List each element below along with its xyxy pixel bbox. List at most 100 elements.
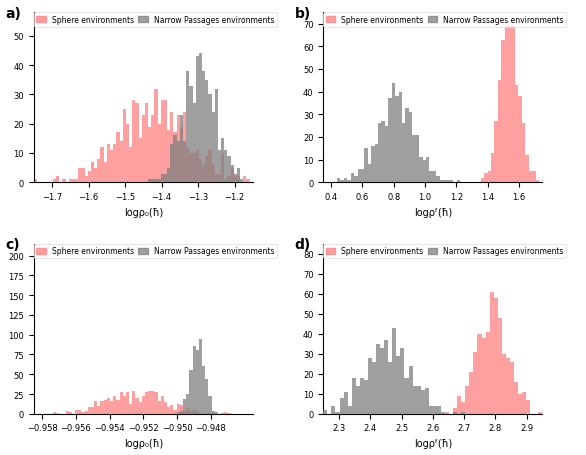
- Bar: [457, 181, 460, 183]
- Bar: [199, 54, 202, 183]
- Bar: [193, 346, 196, 414]
- Bar: [100, 148, 104, 183]
- Bar: [350, 174, 354, 183]
- Text: a): a): [5, 6, 21, 20]
- Bar: [335, 412, 339, 414]
- Bar: [227, 413, 231, 414]
- Bar: [193, 409, 196, 414]
- Legend: Sphere environments, Narrow Passages environments: Sphere environments, Narrow Passages env…: [323, 13, 567, 28]
- Bar: [205, 157, 209, 183]
- Bar: [173, 410, 176, 414]
- Bar: [110, 151, 113, 183]
- Bar: [171, 145, 173, 183]
- Bar: [501, 40, 505, 183]
- Bar: [104, 400, 107, 414]
- Bar: [415, 136, 419, 183]
- Bar: [512, 27, 515, 183]
- Bar: [425, 388, 429, 414]
- Bar: [72, 180, 75, 183]
- Bar: [176, 142, 180, 183]
- Bar: [519, 97, 522, 183]
- Bar: [421, 390, 425, 414]
- Bar: [224, 180, 227, 183]
- Bar: [385, 126, 389, 183]
- Bar: [158, 401, 161, 414]
- Bar: [212, 165, 214, 183]
- Bar: [457, 396, 461, 414]
- Bar: [426, 158, 430, 183]
- Bar: [433, 172, 436, 183]
- Bar: [193, 154, 196, 183]
- Bar: [202, 72, 205, 183]
- Bar: [145, 104, 148, 183]
- Bar: [180, 116, 183, 183]
- Bar: [400, 348, 404, 414]
- Bar: [176, 404, 180, 414]
- Bar: [120, 142, 122, 183]
- Bar: [183, 142, 186, 183]
- Bar: [347, 406, 352, 414]
- Bar: [221, 154, 224, 183]
- Bar: [413, 136, 415, 183]
- Bar: [388, 362, 392, 414]
- Bar: [495, 122, 498, 183]
- Bar: [180, 127, 183, 183]
- Bar: [227, 177, 231, 183]
- Bar: [138, 139, 142, 183]
- Bar: [151, 180, 155, 183]
- Bar: [196, 350, 199, 414]
- Bar: [227, 157, 231, 183]
- X-axis label: logρ₀(ħ): logρ₀(ħ): [124, 438, 163, 448]
- Bar: [484, 174, 488, 183]
- Bar: [214, 174, 218, 183]
- Bar: [126, 392, 129, 414]
- Bar: [202, 366, 205, 414]
- Bar: [395, 97, 398, 183]
- Bar: [142, 116, 145, 183]
- Bar: [218, 174, 221, 183]
- Bar: [148, 391, 151, 414]
- Bar: [378, 124, 381, 183]
- Bar: [62, 180, 66, 183]
- Bar: [161, 396, 164, 414]
- X-axis label: logρ₀(ħ): logρ₀(ħ): [124, 207, 163, 217]
- Bar: [221, 413, 224, 414]
- Bar: [482, 338, 486, 414]
- Bar: [447, 181, 450, 183]
- Bar: [445, 412, 449, 414]
- Bar: [97, 406, 100, 414]
- Bar: [347, 181, 350, 183]
- Bar: [205, 379, 209, 414]
- Bar: [429, 406, 433, 414]
- Bar: [332, 406, 335, 414]
- Bar: [97, 160, 100, 183]
- Bar: [138, 402, 142, 414]
- Bar: [167, 407, 171, 414]
- Bar: [234, 177, 237, 183]
- Bar: [465, 386, 469, 414]
- Bar: [392, 328, 396, 414]
- Bar: [450, 181, 454, 183]
- Bar: [78, 168, 81, 183]
- Bar: [506, 358, 510, 414]
- Bar: [110, 401, 113, 414]
- Bar: [56, 413, 59, 414]
- Bar: [158, 180, 161, 183]
- Bar: [437, 406, 441, 414]
- Legend: Sphere environments, Narrow Passages environments: Sphere environments, Narrow Passages env…: [323, 244, 567, 258]
- Bar: [518, 394, 522, 414]
- Bar: [107, 145, 110, 183]
- Bar: [526, 400, 530, 414]
- Bar: [440, 181, 443, 183]
- Bar: [91, 407, 94, 414]
- Bar: [69, 180, 72, 183]
- Bar: [164, 402, 167, 414]
- Bar: [488, 172, 491, 183]
- Bar: [186, 148, 189, 183]
- Bar: [237, 177, 240, 183]
- Bar: [189, 411, 193, 414]
- Bar: [354, 176, 357, 183]
- Bar: [193, 104, 196, 183]
- Bar: [183, 399, 186, 414]
- Bar: [180, 405, 183, 414]
